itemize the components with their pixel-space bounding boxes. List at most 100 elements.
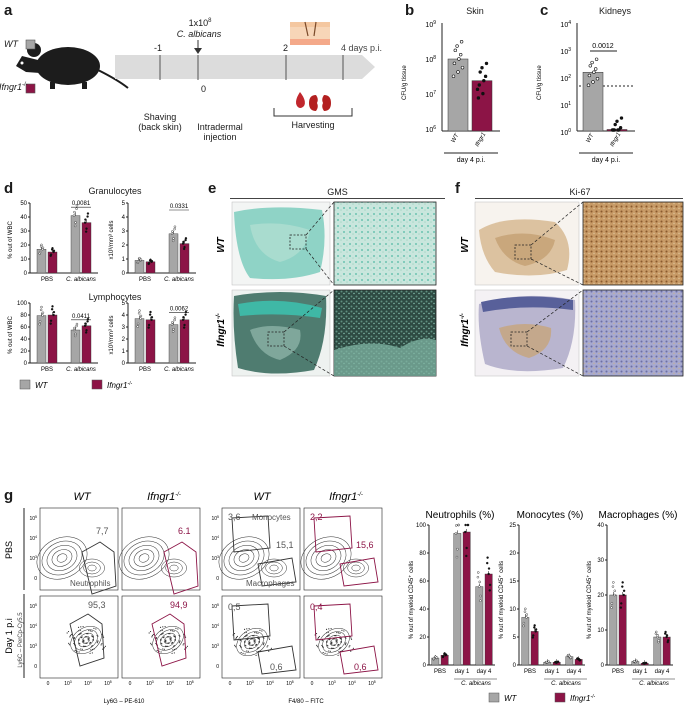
neutrophils-bar <box>475 586 484 666</box>
kidney-dot <box>619 116 624 120</box>
tick-minus1: -1 <box>154 43 163 53</box>
gran-pct-bar <box>81 222 92 274</box>
svg-text:Ifngr1-/-: Ifngr1-/- <box>147 491 181 503</box>
skin-section-icon <box>290 21 330 45</box>
macrophages-dot <box>656 634 659 637</box>
flow-ytick: 0 <box>34 576 37 582</box>
monocytes-dot <box>523 610 527 613</box>
lymph-pct-pvalue: 0.0411 <box>72 314 91 320</box>
lymph-pct-ytick: 60 <box>20 325 27 331</box>
neutrophils-dot <box>455 524 458 527</box>
skin-dot <box>481 91 485 96</box>
lymph-pct-dot <box>83 324 87 328</box>
panel-label-c: c <box>540 2 549 19</box>
macrophages-dot <box>657 639 660 642</box>
granulocytes-title: Granulocytes <box>88 186 142 196</box>
flow-value-v_pbs_wt_mac: 15,1 <box>276 540 294 550</box>
svg-text:Ifngr1-/-: Ifngr1-/- <box>107 381 133 390</box>
lymph-pct-dot <box>52 310 56 314</box>
gran-pct-ytick: 30 <box>20 229 27 235</box>
macrophage-gate <box>339 645 379 675</box>
svg-text:Ly6G – PE-610: Ly6G – PE-610 <box>104 699 145 705</box>
neutrophils-dot <box>442 655 445 658</box>
species-label: C. albicans <box>176 29 222 39</box>
lymph-pct-ytick: 80 <box>20 313 27 319</box>
macrophages-ytick: 10 <box>597 628 604 634</box>
flow-xtick: 105 <box>186 680 194 687</box>
lymph-abs-bar <box>179 319 190 364</box>
monocytes-dot <box>545 660 548 664</box>
gran-pct-dot <box>86 212 90 215</box>
kidney-dot <box>617 128 621 132</box>
flow-value-v_d1_ko_mac: 0,6 <box>354 662 367 672</box>
lymph-abs-xlabel: PBS <box>139 367 151 373</box>
flow-ytick: 103 <box>211 643 219 650</box>
lymph-pct-dot <box>75 324 78 328</box>
flow-ytick: 105 <box>29 515 37 522</box>
neutrophil-gate <box>163 541 199 595</box>
macrophages-dot <box>655 630 658 634</box>
gran-pct-dot <box>84 218 87 221</box>
lymph-abs-dot <box>136 322 140 326</box>
svg-text:107: 107 <box>425 90 436 99</box>
flow-ytick: 104 <box>211 535 219 542</box>
gran-pct-xlabel: PBS <box>41 277 53 283</box>
ki67-images: WT Ifngr1-/- <box>460 201 684 377</box>
step-harvesting: Harvesting <box>291 120 335 130</box>
gran-abs-dot <box>182 240 185 244</box>
gran-pct-bar <box>47 251 58 274</box>
svg-text:Ifngr1-/-: Ifngr1-/- <box>329 491 363 503</box>
svg-text:CFU/g tissue: CFU/g tissue <box>402 65 408 100</box>
flow-xtick: 104 <box>166 680 174 687</box>
lymph-abs-dot <box>184 313 187 316</box>
lymph-pct-dot <box>84 331 88 334</box>
monocytes-ytick: 15 <box>509 579 516 585</box>
kidney-dot <box>587 73 592 78</box>
flow-ytick: 104 <box>29 623 37 630</box>
monocytes-dot <box>554 660 557 664</box>
macrophages-dot <box>612 581 615 584</box>
lymph-pct-dot <box>84 322 87 325</box>
gran-abs-dot <box>171 239 175 243</box>
lymph-abs-xlabel: C. albicans <box>164 367 194 373</box>
calb-label: C. albicans <box>461 681 491 687</box>
monocytes-ytick: 10 <box>509 607 516 613</box>
macrophages-dot <box>644 661 648 665</box>
panel-label-d: d <box>4 180 14 197</box>
lymph-pct-dot <box>51 305 54 308</box>
gran-pct-dot <box>49 253 53 256</box>
macrophages-xlabel: day 1 <box>633 669 648 675</box>
flow-xtick: 104 <box>266 680 274 687</box>
kidney-dot <box>590 60 594 65</box>
gran-pct-bar <box>70 215 81 274</box>
svg-text:WT: WT <box>216 236 227 252</box>
macrophages-bar <box>609 594 618 666</box>
neutrophils-bar <box>462 531 471 666</box>
macrophages-dot <box>619 606 623 609</box>
monocytes-dot <box>531 636 535 639</box>
gran-pct-dot <box>85 227 88 230</box>
lymph-abs-ytick: 5 <box>122 301 126 307</box>
timeline-arrow <box>115 55 375 79</box>
neutrophils-dot <box>435 656 438 659</box>
gran-abs-ytick: 3 <box>122 229 126 235</box>
monocytes-xlabel: PBS <box>524 669 536 675</box>
lymph-abs-dot <box>182 316 185 319</box>
svg-text:F4/80 – FITC: F4/80 – FITC <box>288 699 324 705</box>
lymph-abs-dot <box>149 310 152 314</box>
neutrophils-dot <box>465 554 468 558</box>
flow-plot-mac-pbs-wt: 105 104 103 0 <box>211 507 301 591</box>
gran-pct-pvalue: 0.0081 <box>72 201 91 207</box>
lymphocytes-title: Lymphocytes <box>88 292 142 302</box>
monocytes-bar <box>530 631 539 666</box>
gran-abs-dot <box>171 230 174 233</box>
tick-0: 0 <box>201 84 207 94</box>
monocyte-gate <box>231 603 271 641</box>
neutrophils-bar <box>484 573 493 666</box>
lymph-abs-dot <box>173 316 177 319</box>
monocytes-dot <box>525 616 528 619</box>
gran-abs-dot <box>173 225 177 228</box>
gran-abs-ytick: 1 <box>122 257 126 263</box>
lymph-abs-bar <box>145 319 156 364</box>
flow-value-v_pbs_ko_mac: 15,6 <box>356 540 374 550</box>
